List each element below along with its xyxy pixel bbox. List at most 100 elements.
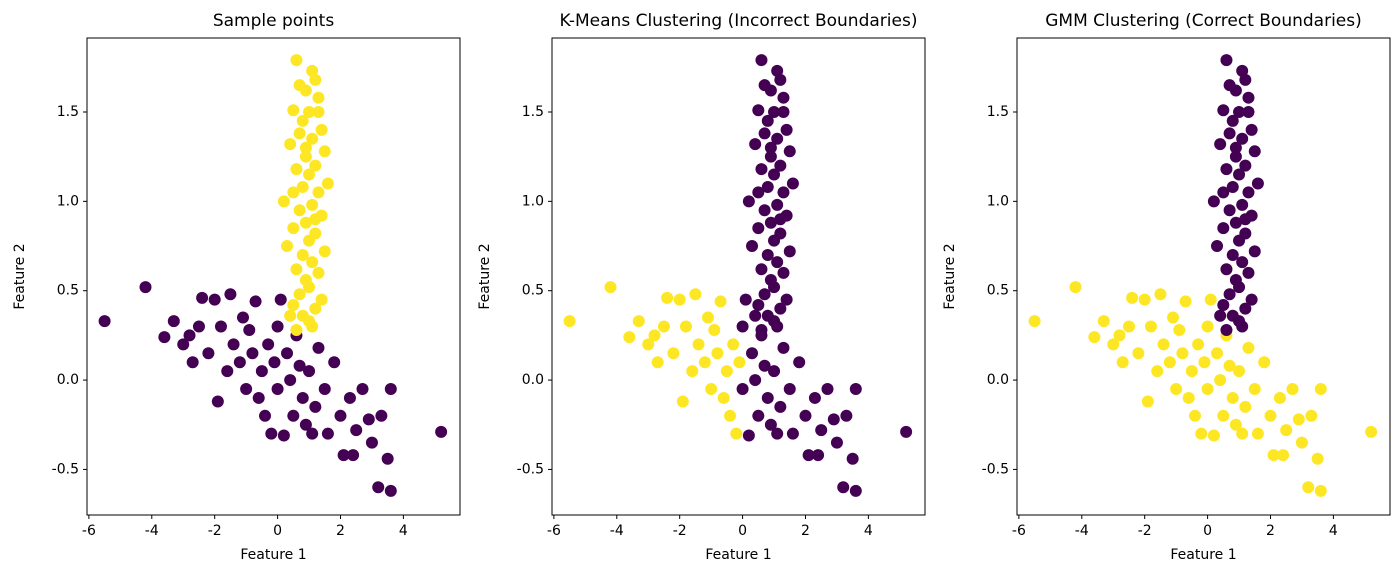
point [1223,288,1236,301]
point [1314,383,1327,396]
point [1217,299,1230,312]
point [1248,245,1261,258]
point [284,374,297,387]
point [771,198,784,211]
x-tick-label: -6 [82,523,96,539]
y-tick-label: 1.5 [522,104,544,120]
point [208,293,221,306]
point [1236,320,1249,333]
point [774,400,787,413]
point [701,311,714,324]
point [768,365,781,378]
point [774,302,787,315]
point [746,240,759,253]
point [1302,481,1315,494]
point [347,449,360,462]
point [1179,295,1192,308]
point [768,281,781,294]
point [296,114,309,127]
point [1192,338,1205,351]
point [365,436,378,449]
point [736,320,749,333]
x-tick-label: 0 [273,523,282,539]
point [1229,216,1242,229]
point [356,383,369,396]
point [315,123,328,136]
chart-title: K-Means Clustering (Incorrect Boundaries… [560,11,918,31]
point [309,73,322,86]
point [1251,177,1264,190]
point [777,186,790,199]
point [1204,293,1217,306]
point [1214,309,1227,322]
point [771,132,784,145]
point [752,222,765,235]
point [689,288,702,301]
point [783,245,796,258]
point [1251,427,1264,440]
point [623,331,636,344]
x-tick-label: -2 [208,523,222,539]
point [733,356,746,369]
point [227,338,240,351]
point [900,425,913,438]
point [1217,409,1230,422]
point [755,163,768,176]
point [758,359,771,372]
point [287,409,300,422]
point [312,105,325,118]
point [768,105,781,118]
point [1214,138,1227,151]
point [290,263,303,276]
point [783,145,796,158]
point [761,114,774,127]
point [698,356,711,369]
point [1233,365,1246,378]
point [1277,449,1290,462]
point [1280,424,1293,437]
point [799,409,812,422]
point [815,424,828,437]
y-tick-label: 0.5 [522,283,544,299]
point [720,365,733,378]
point [167,315,180,328]
point [1151,365,1164,378]
point [1201,383,1214,396]
point [821,383,834,396]
y-axis-label: Feature 2 [12,243,28,309]
point [1245,293,1258,306]
point [1239,400,1252,413]
point [742,429,755,442]
point [306,320,319,333]
point [309,302,322,315]
x-tick-label: 2 [336,523,345,539]
point [246,347,259,360]
point [771,427,784,440]
point [755,54,768,67]
y-tick-label: 0.0 [987,372,1009,388]
point [312,91,325,104]
point [755,263,768,276]
point [736,383,749,396]
point [840,409,853,422]
point [1176,347,1189,360]
point [1242,186,1255,199]
point [1229,150,1242,163]
point [293,127,306,140]
point [287,104,300,117]
point [758,127,771,140]
point [1248,383,1261,396]
point [1226,181,1239,194]
point [293,79,306,92]
point [727,338,740,351]
point [1233,105,1246,118]
point [362,413,375,426]
point [221,365,234,378]
point [1154,288,1167,301]
point [764,216,777,229]
point [812,449,825,462]
point [249,295,262,308]
point [679,320,692,333]
x-tick-label: 4 [399,523,408,539]
point [1122,320,1135,333]
